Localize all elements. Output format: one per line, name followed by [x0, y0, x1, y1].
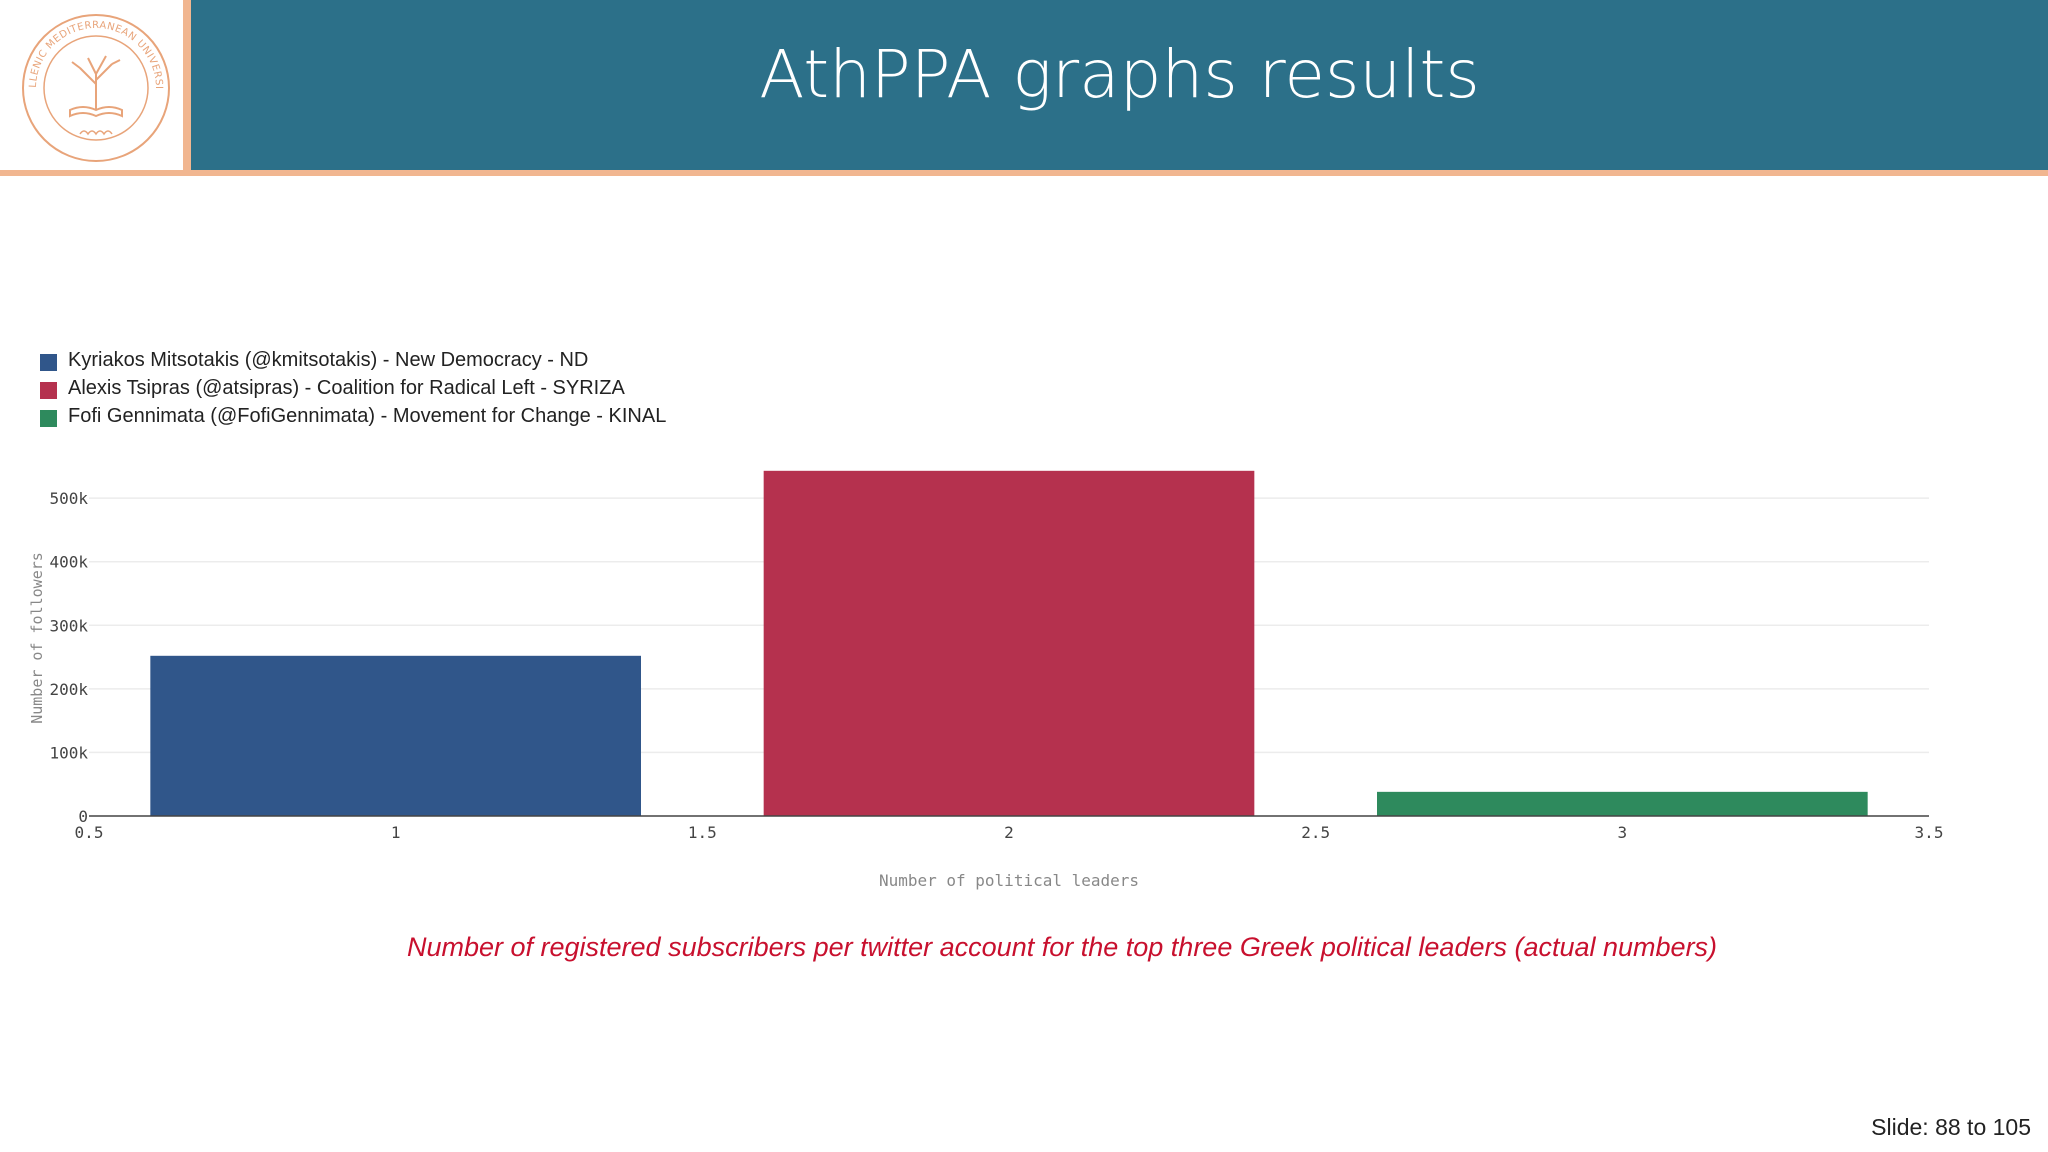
y-tick-label: 100k	[49, 743, 88, 762]
axes: 0 100k 200k 300k 400k 500k 0.5 1 1.5 2 2.5 3 3.5	[49, 489, 1943, 842]
y-tick-label: 400k	[49, 553, 88, 572]
y-tick-label: 300k	[49, 616, 88, 635]
x-tick-label: 0.5	[75, 823, 104, 842]
y-tick-label: 200k	[49, 680, 88, 699]
legend-swatch-mitsotakis	[40, 354, 57, 371]
wave-ornament	[79, 130, 113, 136]
legend-label-gennimata: Fofi Gennimata (@FofiGennimata) - Moveme…	[68, 405, 667, 427]
legend-label-tsipras: Alexis Tsipras (@atsipras) - Coalition f…	[68, 377, 625, 399]
y-tick-label: 0	[78, 807, 88, 826]
x-tick-label: 1.5	[688, 823, 717, 842]
svg-text:HELLENIC MEDITERRANEAN UNIVERS: HELLENIC MEDITERRANEAN UNIVERSITY	[20, 12, 164, 90]
y-axis-label: Number of followers	[28, 552, 46, 724]
bar-tsipras[interactable]	[763, 470, 1255, 816]
y-tick-label: 500k	[49, 489, 88, 508]
x-tick-label: 2.5	[1301, 823, 1330, 842]
legend-item-tsipras[interactable]: Alexis Tsipras (@atsipras) - Coalition f…	[40, 374, 940, 402]
legend-item-gennimata[interactable]: Fofi Gennimata (@FofiGennimata) - Moveme…	[40, 402, 940, 430]
bar-gennimata[interactable]	[1377, 791, 1868, 816]
slide-number: Slide: 88 to 105	[1871, 1114, 2031, 1140]
x-tick-label: 1	[391, 823, 401, 842]
legend-label-mitsotakis: Kyriakos Mitsotakis (@kmitsotakis) - New…	[68, 349, 589, 371]
x-tick-label: 2	[1004, 823, 1014, 842]
university-seal-logo: HELLENIC MEDITERRANEAN UNIVERSITY	[20, 12, 170, 162]
bar-chart: 0 100k 200k 300k 400k 500k 0.5 1 1.5 2 2.5 3 3.5 Num…	[28, 470, 1943, 890]
bar-mitsotakis[interactable]	[150, 655, 642, 816]
slide-header: HELLENIC MEDITERRANEAN UNIVERSITY AthPPA…	[0, 0, 2048, 176]
x-tick-label: 3	[1618, 823, 1628, 842]
bars	[150, 470, 1868, 816]
legend-swatch-gennimata	[40, 410, 57, 427]
chart-legend: Kyriakos Mitsotakis (@kmitsotakis) - New…	[40, 346, 940, 430]
tree-icon	[69, 55, 123, 118]
logo-divider	[183, 0, 191, 170]
title-bar	[191, 0, 2048, 170]
x-tick-label: 3.5	[1915, 823, 1944, 842]
x-axis-label: Number of political leaders	[879, 871, 1139, 890]
page-title: AthPPA graphs results	[759, 36, 1480, 113]
legend-item-mitsotakis[interactable]: Kyriakos Mitsotakis (@kmitsotakis) - New…	[40, 346, 940, 374]
legend-swatch-tsipras	[40, 382, 57, 399]
header-rule	[0, 170, 2048, 176]
figure-caption: Number of registered subscribers per twi…	[406, 932, 1718, 962]
